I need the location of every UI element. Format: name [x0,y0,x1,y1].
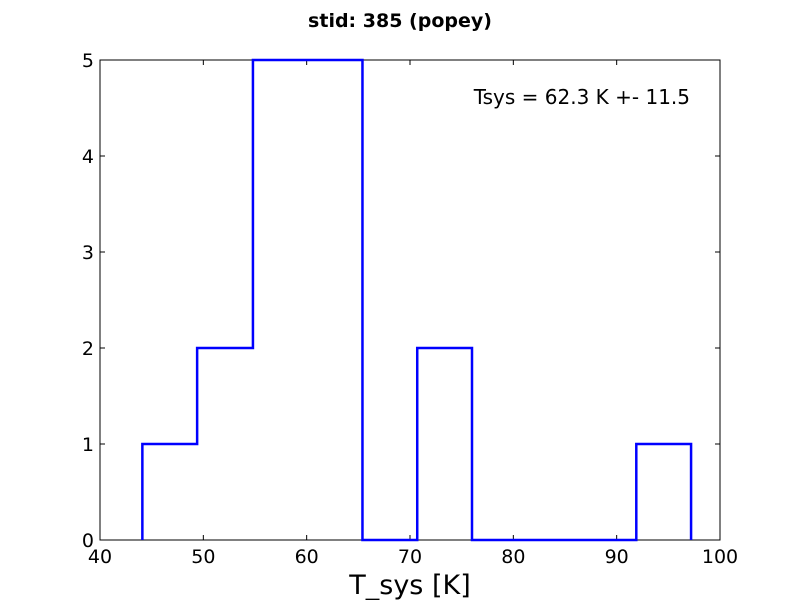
tsys-annotation: Tsys = 62.3 K +- 11.5 [473,85,690,109]
y-tick-label: 4 [82,146,94,168]
histogram-step-line [141,58,693,542]
y-tick-label: 1 [82,434,94,456]
y-tick-label: 3 [82,242,94,264]
chart-title: stid: 385 (popey) [308,10,492,32]
x-tick-label: 60 [295,546,319,568]
x-axis-label: T_sys [K] [348,570,470,600]
plot-area-frame [99,59,721,541]
x-tick-label: 70 [398,546,422,568]
axis-tick-labels: 40 50 60 70 80 90 100 0 1 2 3 4 5 [82,50,738,568]
y-tick-label: 2 [82,338,94,360]
y-tick-label: 0 [82,530,94,552]
x-tick-label: 40 [88,546,112,568]
x-tick-label: 90 [605,546,629,568]
x-tick-label: 50 [191,546,215,568]
x-tick-label: 80 [501,546,525,568]
x-tick-label: 100 [702,546,738,568]
y-tick-label: 5 [82,50,94,72]
